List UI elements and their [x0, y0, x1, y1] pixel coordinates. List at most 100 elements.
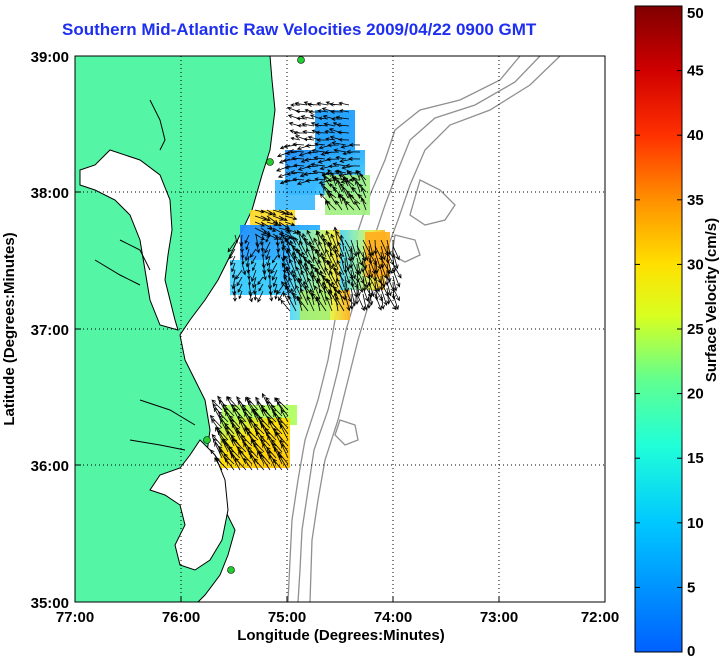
velocity-arrow: [321, 173, 331, 181]
velocity-arrow: [290, 136, 301, 141]
velocity-arrow: [211, 399, 223, 411]
velocity-arrow: [338, 270, 345, 288]
velocity-arrow: [317, 109, 329, 113]
y-tick-label: 38:00: [31, 185, 69, 202]
velocity-arrow: [251, 255, 257, 265]
velocity-arrow: [356, 169, 367, 181]
velocity-arrow: [392, 263, 402, 279]
velocity-arrow: [260, 221, 273, 230]
velocity-arrow: [280, 299, 291, 312]
velocity-arrow: [224, 422, 235, 435]
velocity-arrow: [290, 170, 305, 175]
velocity-arrow: [356, 257, 362, 275]
velocity-arrow: [231, 269, 236, 279]
velocity-arrow: [272, 458, 283, 471]
x-tick-label: 74:00: [374, 609, 412, 626]
velocity-arrow: [356, 251, 363, 266]
velocity-arrow: [214, 441, 223, 459]
velocity-arrow: [226, 430, 235, 447]
velocity-arrow: [336, 278, 345, 294]
velocity-arrow: [326, 190, 337, 199]
x-tick-label: 72:00: [581, 609, 619, 626]
velocity-arrow: [320, 233, 327, 252]
velocity-arrow: [329, 270, 339, 288]
velocity-arrow: [251, 269, 257, 283]
velocity-arrow: [295, 266, 303, 282]
velocity-arrow: [291, 251, 297, 270]
velocity-arrow: [270, 262, 278, 275]
velocity-arrow: [335, 115, 350, 120]
velocity-arrow: [249, 248, 257, 258]
velocity-arrow: [232, 438, 247, 453]
velocity-arrow: [237, 283, 243, 294]
velocity-arrow: [244, 411, 253, 429]
velocity-arrow: [256, 400, 265, 417]
velocity-arrow: [305, 178, 319, 183]
velocity-arrow: [260, 215, 271, 221]
velocity-arrow: [337, 130, 350, 135]
colorbar-tick-label: 20: [687, 386, 704, 403]
velocity-arrow: [255, 241, 260, 254]
velocity-arrow: [372, 264, 378, 282]
colorbar-tick-label: 35: [687, 192, 704, 209]
velocity-arrow: [335, 155, 347, 160]
velocity-arrow: [356, 281, 361, 297]
x-tick-label: 76:00: [162, 609, 200, 626]
y-tick-label: 37:00: [31, 322, 69, 339]
velocity-arrow: [295, 284, 303, 300]
velocity-arrow: [245, 427, 259, 441]
velocity-arrow: [276, 248, 281, 259]
velocity-arrow: [392, 251, 399, 270]
velocity-arrow: [386, 257, 393, 275]
velocity-arrow: [280, 409, 289, 423]
velocity-arrow: [253, 423, 265, 435]
velocity-arrow: [224, 457, 235, 471]
velocity-arrow: [374, 251, 382, 270]
velocity-arrow: [329, 193, 337, 205]
velocity-arrow: [345, 200, 355, 211]
velocity-arrow: [249, 419, 259, 435]
velocity-arrow: [211, 434, 223, 447]
velocity-arrow: [270, 439, 283, 453]
velocity-arrow: [234, 457, 247, 471]
chesapeake-bay: [79, 149, 179, 331]
velocity-arrow: [328, 164, 340, 169]
velocity-arrow: [294, 101, 308, 106]
velocity-arrow: [266, 227, 277, 232]
velocity-arrow: [294, 237, 303, 252]
velocity-arrow: [303, 262, 309, 282]
velocity-arrow: [250, 439, 259, 453]
velocity-arrow: [241, 262, 247, 276]
velocity-arrow: [313, 155, 326, 161]
velocity-arrow: [349, 293, 354, 310]
velocity-arrow: [240, 434, 253, 447]
velocity-arrow: [314, 267, 327, 282]
velocity-arrow: [348, 194, 361, 205]
velocity-arrow: [239, 450, 253, 465]
velocity-arrow: [360, 258, 366, 273]
velocity-arrow: [333, 148, 347, 153]
velocity-arrow: [276, 400, 289, 417]
velocity-arrow: [331, 141, 347, 146]
velocity-arrow: [342, 151, 354, 156]
velocity-arrow: [264, 427, 277, 441]
velocity-arrow: [209, 414, 223, 429]
velocity-arrow: [300, 269, 309, 288]
velocity-arrow: [303, 137, 315, 142]
velocity-arrow: [321, 281, 327, 300]
velocity-arrow: [300, 114, 315, 120]
velocity-arrow: [284, 255, 291, 270]
velocity-arrow: [337, 241, 345, 258]
velocity-arrow: [338, 137, 350, 142]
velocity-arrow: [309, 288, 315, 306]
velocity-arrow: [230, 255, 236, 266]
velocity-arrow: [361, 187, 367, 199]
velocity-arrow: [323, 185, 331, 199]
velocity-arrow: [330, 233, 339, 252]
colorbar-tick-label: 15: [687, 450, 704, 467]
colorbar-label: Surface Velocity (cm/s): [703, 218, 720, 382]
velocity-arrow: [325, 248, 333, 264]
velocity-arrow: [392, 245, 400, 261]
velocity-arrow: [264, 241, 271, 254]
